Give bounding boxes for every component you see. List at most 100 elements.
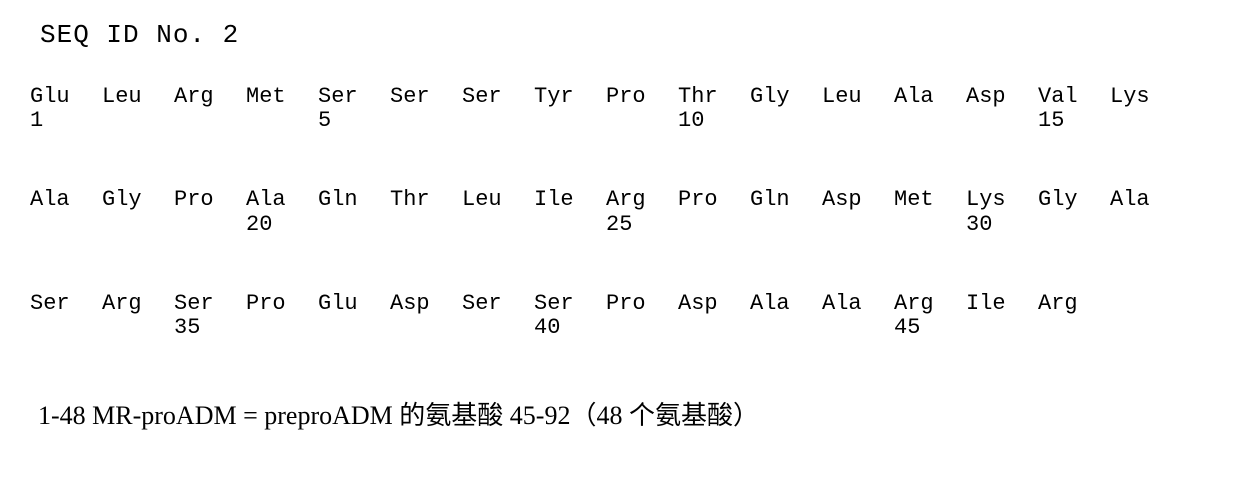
residue-cell: Asp — [678, 292, 750, 316]
position-number-cell — [102, 213, 174, 237]
position-number-cell — [174, 109, 246, 133]
position-number-cell — [246, 109, 318, 133]
position-number-cell: 45 — [894, 316, 966, 340]
position-number-row: 35 40 45 — [30, 316, 1209, 340]
residue-cell: Ala — [750, 292, 822, 316]
residue-cell: Glu — [30, 85, 102, 109]
position-number-cell — [462, 316, 534, 340]
residue-cell: Ser — [174, 292, 246, 316]
residue-cell: Thr — [390, 188, 462, 212]
residue-cell: Ala — [30, 188, 102, 212]
residue-cell: Lys — [1110, 85, 1182, 109]
residue-cell: Asp — [822, 188, 894, 212]
residue-cell: Ser — [318, 85, 390, 109]
position-number-cell — [750, 109, 822, 133]
residue-cell: Leu — [102, 85, 174, 109]
position-number-cell — [390, 316, 462, 340]
position-number-cell: 35 — [174, 316, 246, 340]
residue-cell: Ala — [1110, 188, 1182, 212]
position-number-cell — [462, 213, 534, 237]
position-number-cell — [966, 316, 1038, 340]
position-number-row: 20 25 30 — [30, 213, 1209, 237]
position-number-cell — [318, 316, 390, 340]
position-number-cell — [678, 316, 750, 340]
residue-cell: Ile — [534, 188, 606, 212]
position-number-cell — [534, 109, 606, 133]
position-number-cell: 10 — [678, 109, 750, 133]
residue-row: AlaGlyProAlaGlnThrLeuIleArgProGlnAspMetL… — [30, 188, 1209, 212]
position-number-cell — [678, 213, 750, 237]
residue-cell: Ser — [30, 292, 102, 316]
residue-cell: Gly — [1038, 188, 1110, 212]
residue-cell: Gly — [102, 188, 174, 212]
residue-cell: Ala — [894, 85, 966, 109]
sequence-row: AlaGlyProAlaGlnThrLeuIleArgProGlnAspMetL… — [30, 188, 1209, 236]
residue-cell: Ala — [246, 188, 318, 212]
position-number-cell — [822, 213, 894, 237]
residue-cell: Gly — [750, 85, 822, 109]
residue-cell: Met — [894, 188, 966, 212]
residue-cell: Ile — [966, 292, 1038, 316]
residue-cell: Arg — [102, 292, 174, 316]
residue-cell: Pro — [246, 292, 318, 316]
residue-cell: Ser — [390, 85, 462, 109]
sequence-container: GluLeuArgMetSerSerSerTyrProThrGlyLeuAlaA… — [30, 85, 1209, 340]
seq-id-header: SEQ ID No. 2 — [40, 20, 1209, 50]
residue-cell: Pro — [678, 188, 750, 212]
position-number-cell: 30 — [966, 213, 1038, 237]
position-number-cell — [462, 109, 534, 133]
residue-cell: Arg — [1038, 292, 1110, 316]
position-number-cell — [822, 316, 894, 340]
residue-cell: Thr — [678, 85, 750, 109]
position-number-cell: 20 — [246, 213, 318, 237]
residue-cell: Gln — [318, 188, 390, 212]
residue-cell: Gln — [750, 188, 822, 212]
position-number-cell — [1038, 213, 1110, 237]
residue-cell: Ser — [462, 85, 534, 109]
residue-cell: Leu — [822, 85, 894, 109]
position-number-cell: 40 — [534, 316, 606, 340]
position-number-cell — [1110, 213, 1182, 237]
position-number-cell — [894, 109, 966, 133]
position-number-cell — [246, 316, 318, 340]
residue-cell: Asp — [390, 292, 462, 316]
residue-cell: Leu — [462, 188, 534, 212]
position-number-cell — [318, 213, 390, 237]
residue-row: GluLeuArgMetSerSerSerTyrProThrGlyLeuAlaA… — [30, 85, 1209, 109]
position-number-cell — [606, 316, 678, 340]
residue-cell: Arg — [174, 85, 246, 109]
position-number-cell — [534, 213, 606, 237]
position-number-cell — [102, 316, 174, 340]
residue-cell: Ala — [822, 292, 894, 316]
residue-cell: Glu — [318, 292, 390, 316]
position-number-cell — [750, 316, 822, 340]
position-number-cell: 5 — [318, 109, 390, 133]
position-number-cell: 25 — [606, 213, 678, 237]
position-number-cell — [894, 213, 966, 237]
residue-cell: Arg — [606, 188, 678, 212]
residue-cell: Pro — [606, 85, 678, 109]
residue-cell: Met — [246, 85, 318, 109]
residue-cell: Tyr — [534, 85, 606, 109]
position-number-cell: 1 — [30, 109, 102, 133]
residue-cell: Ser — [462, 292, 534, 316]
position-number-cell — [822, 109, 894, 133]
residue-cell: Pro — [606, 292, 678, 316]
position-number-cell — [750, 213, 822, 237]
position-number-cell — [390, 213, 462, 237]
position-number-cell — [102, 109, 174, 133]
position-number-cell — [30, 213, 102, 237]
position-number-cell — [606, 109, 678, 133]
position-number-cell — [966, 109, 1038, 133]
residue-cell — [1110, 292, 1182, 316]
position-number-row: 151015 — [30, 109, 1209, 133]
residue-row: SerArgSerProGluAspSerSerProAspAlaAlaArgI… — [30, 292, 1209, 316]
position-number-cell — [30, 316, 102, 340]
residue-cell: Asp — [966, 85, 1038, 109]
residue-cell: Ser — [534, 292, 606, 316]
position-number-cell — [174, 213, 246, 237]
residue-cell: Lys — [966, 188, 1038, 212]
residue-cell: Arg — [894, 292, 966, 316]
position-number-cell: 15 — [1038, 109, 1110, 133]
sequence-row: GluLeuArgMetSerSerSerTyrProThrGlyLeuAlaA… — [30, 85, 1209, 133]
